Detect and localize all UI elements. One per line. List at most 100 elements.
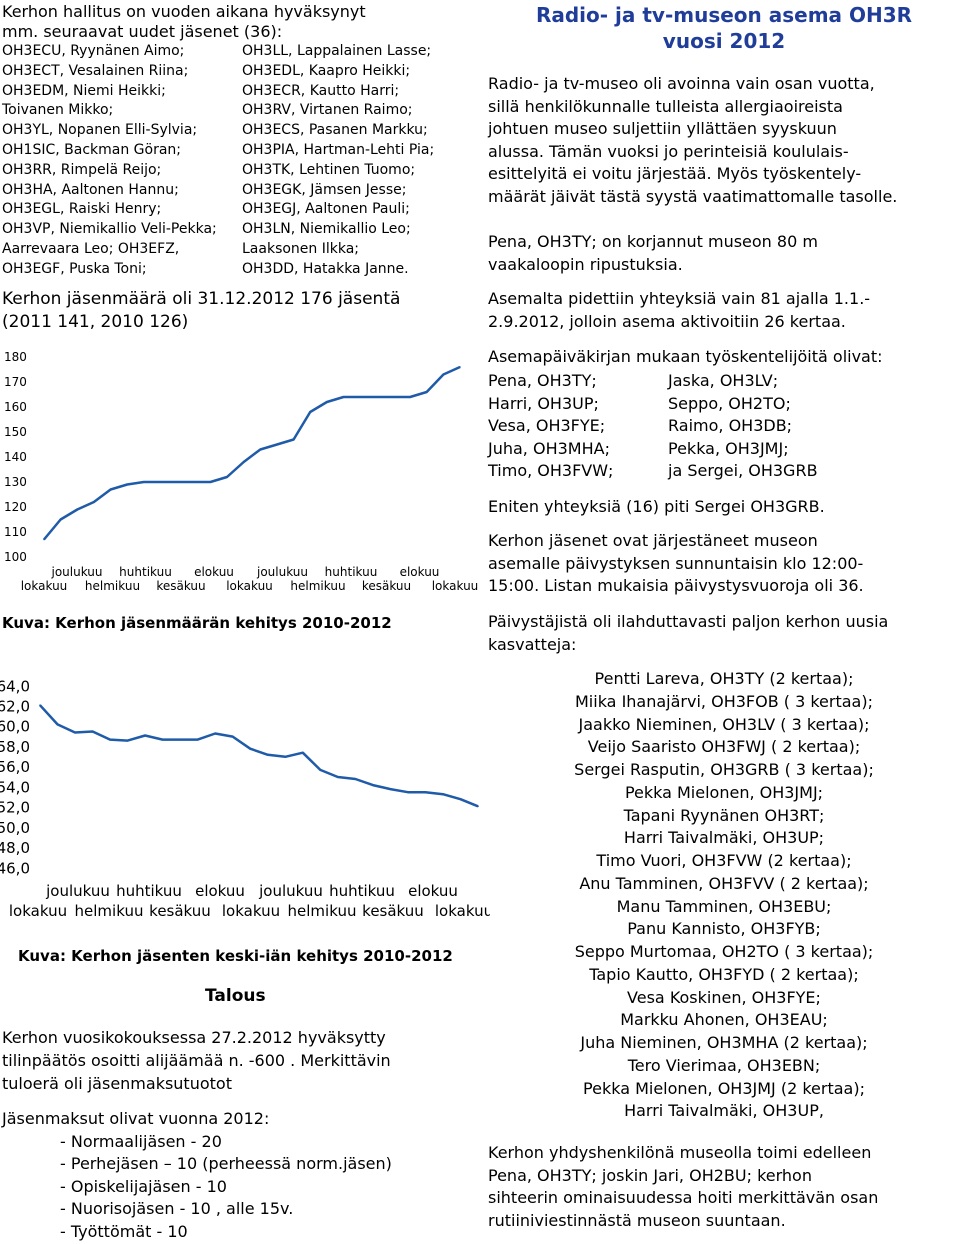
member-entry: Laaksonen Ilkka; bbox=[242, 240, 360, 257]
data-point bbox=[74, 731, 76, 734]
data-point bbox=[326, 401, 328, 403]
volunteer-entry: Pekka Mielonen, OH3JMJ; bbox=[624, 782, 824, 802]
series-line bbox=[43, 365, 461, 541]
data-point bbox=[292, 438, 295, 441]
fee-item: - Opiskelijajäsen - 10 bbox=[60, 1176, 227, 1196]
worker-entry: Pekka, OH3JMJ; bbox=[668, 438, 789, 458]
data-point bbox=[179, 738, 181, 741]
y-tick-label: 46,0 bbox=[0, 859, 30, 877]
text-line: Pena, OH3TY; on korjannut museon 80 m bbox=[488, 232, 818, 251]
member-entry: OH3LN, Niemikallio Leo; bbox=[242, 221, 411, 238]
data-point bbox=[59, 518, 62, 521]
text-line: rutiiniviestinnästä museon suuntaan. bbox=[488, 1210, 786, 1230]
x-tick-label: lokakuu bbox=[9, 902, 67, 920]
y-tick-label: 150 bbox=[4, 425, 27, 439]
x-tick-label: lokakuu bbox=[222, 902, 280, 920]
volunteer-entry: Pentti Lareva, OH3TY (2 kertaa); bbox=[594, 669, 854, 688]
text-line: kasvatteja: bbox=[488, 634, 577, 654]
y-tick-label: 110 bbox=[4, 525, 27, 539]
x-tick-label: joulukuu bbox=[258, 882, 323, 900]
data-point bbox=[359, 396, 361, 398]
member-entry: Aarrevaara Leo; OH3EFZ, bbox=[2, 240, 180, 257]
text-line: 15:00. Listan mukaisia päivystysvuoroja … bbox=[488, 576, 864, 595]
y-tick-label: 54,0 bbox=[0, 778, 30, 796]
volunteers-intro: Päivystäjistä oli ilahduttavasti paljon … bbox=[488, 611, 960, 656]
x-tick-label: elokuu bbox=[195, 882, 245, 900]
intro-line-2: mm. seuraavat uudet jäsenet (36): bbox=[2, 22, 283, 41]
y-tick-label: 160 bbox=[4, 400, 27, 414]
data-point bbox=[91, 730, 94, 733]
text-line: Radio- ja tv-museo oli avoinna vain osan… bbox=[488, 74, 875, 93]
member-entry: OH3EGK, Jämsen Jesse; bbox=[242, 181, 407, 198]
x-tick-label: elokuu bbox=[194, 565, 234, 579]
data-point bbox=[266, 753, 269, 756]
x-tick-label: lokakuu bbox=[226, 579, 273, 593]
data-point bbox=[56, 723, 59, 726]
y-tick-label: 180 bbox=[4, 350, 27, 364]
museum-paragraph-3: Asemalta pidettiin yhteyksiä vain 81 aja… bbox=[488, 288, 960, 333]
member-entry: OH3EDM, Niemi Heikki; bbox=[2, 82, 166, 99]
member-entry: OH3ECR, Kautto Harri; bbox=[242, 82, 400, 99]
museum-title-line-1: Radio- ja tv-museon asema OH3R bbox=[535, 3, 913, 27]
member-entry: OH3EDL, Kaapro Heikki; bbox=[242, 62, 411, 79]
member-entry: OH3TK, Lehtinen Tuomo; bbox=[242, 161, 416, 178]
x-tick-label: kesäkuu bbox=[156, 579, 205, 593]
most-contacts: Eniten yhteyksiä (16) piti Sergei OH3GRB… bbox=[488, 497, 825, 516]
y-tick-label: 60,0 bbox=[0, 718, 30, 736]
y-tick-label: 62,0 bbox=[0, 697, 30, 715]
x-tick-label: huhtikuu bbox=[329, 882, 395, 900]
member-entry: OH3DD, Hatakka Janne. bbox=[242, 260, 409, 277]
data-point bbox=[161, 738, 164, 741]
member-entry: OH3PIA, Hartman-Lehti Pia; bbox=[242, 141, 435, 158]
volunteer-entry: Miika Ihanajärvi, OH3FOB ( 3 kertaa); bbox=[575, 691, 873, 711]
worker-entry: Pena, OH3TY; bbox=[488, 371, 597, 390]
data-point bbox=[302, 751, 304, 754]
data-point bbox=[309, 411, 312, 413]
member-entry: OH3ECU, Ryynänen Aimo; bbox=[2, 43, 185, 59]
data-point bbox=[442, 793, 444, 795]
museum-paragraph-1: Radio- ja tv-museo oli avoinna vain osan… bbox=[488, 73, 960, 208]
data-point bbox=[319, 769, 322, 771]
text-line: vaakaloopin ripustuksia. bbox=[488, 254, 683, 274]
text-line: johtuen museo suljettiin yllättäen syysk… bbox=[488, 119, 837, 138]
volunteer-entry: Tero Vierimaa, OH3EBN; bbox=[627, 1055, 821, 1075]
text-line: Asemalta pidettiin yhteyksiä vain 81 aja… bbox=[488, 289, 871, 308]
duty-paragraph: Kerhon jäsenet ovat järjestäneet museon … bbox=[488, 530, 960, 598]
worker-entry: ja Sergei, OH3GRB bbox=[668, 461, 818, 481]
x-tick-label: huhtikuu bbox=[325, 565, 378, 579]
text-line: alussa. Tämän vuoksi jo perinteisiä koul… bbox=[488, 141, 849, 161]
data-point bbox=[284, 755, 287, 758]
data-point bbox=[144, 734, 146, 737]
x-tick-label: joulukuu bbox=[256, 565, 308, 579]
text-line: 2.9.2012, jolloin asema aktivoitiin 26 k… bbox=[488, 311, 846, 331]
x-tick-label: lokakuu bbox=[435, 902, 490, 920]
y-tick-label: 100 bbox=[4, 550, 27, 564]
text-line: määrät jäivät tästä syystä vaatimattomal… bbox=[488, 186, 898, 206]
text-line: sillä henkilökunnalle tulleista allergia… bbox=[488, 96, 843, 116]
volunteer-entry: Juha Nieminen, OH3MHA (2 kertaa); bbox=[580, 1033, 868, 1052]
volunteer-entry: Vesa Koskinen, OH3FYE; bbox=[627, 987, 821, 1007]
data-point bbox=[231, 735, 234, 738]
data-point bbox=[424, 791, 427, 793]
data-point bbox=[214, 732, 216, 735]
volunteer-entry: Veijo Saaristo OH3FWJ ( 2 kertaa); bbox=[587, 737, 861, 757]
data-point bbox=[93, 501, 95, 503]
museum-paragraph-2: Pena, OH3TY; on korjannut museon 80 m va… bbox=[488, 231, 960, 276]
data-point bbox=[442, 373, 445, 376]
x-tick-label: lokakuu bbox=[432, 579, 479, 593]
volunteer-entry: Tapani Ryynänen OH3RT; bbox=[623, 805, 825, 825]
x-tick-label: kesäkuu bbox=[362, 902, 424, 920]
text-line: Kerhon yhdyshenkilönä museolla toimi ede… bbox=[488, 1143, 872, 1162]
data-point bbox=[126, 483, 128, 486]
membership-chart: 180 170 160 150 140 130 120 110 100 joulukuu huhti… bbox=[4, 350, 479, 593]
text-line: esittelyitä ei voitu järjestää. Myös työ… bbox=[488, 164, 862, 183]
data-point bbox=[226, 476, 228, 478]
member-entry: OH3VP, Niemikallio Veli-Pekka; bbox=[2, 221, 217, 238]
volunteer-entry: Markku Ahonen, OH3EAU; bbox=[620, 1010, 828, 1030]
worker-entry: Jaska, OH3LV; bbox=[668, 371, 779, 390]
member-entry: OH3LL, Lappalainen Lasse; bbox=[242, 43, 432, 59]
member-entry: OH3YL, Nopanen Elli-Sylvia; bbox=[2, 122, 198, 139]
worker-entry: Timo, OH3FVW; bbox=[488, 461, 614, 481]
average-age-chart-caption: Kuva: Kerhon jäsenten keski-iän kehitys … bbox=[18, 947, 453, 965]
contact-person-paragraph: Kerhon yhdyshenkilönä museolla toimi ede… bbox=[488, 1142, 960, 1232]
